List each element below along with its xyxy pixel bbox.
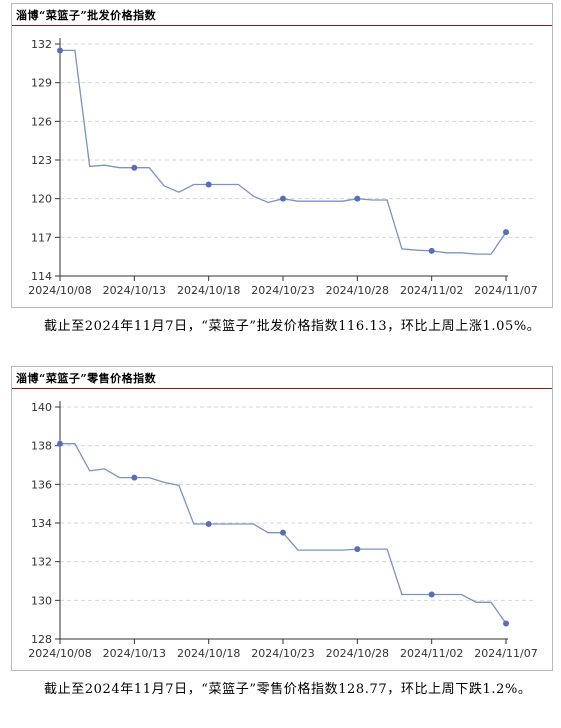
y-tick-label: 117 [31, 231, 52, 244]
retail-index-chart: 128 130 132 134 136 138 140 2024/10/08 2024/10/1… [28, 401, 538, 660]
x-tick-label: 2024/11/02 [400, 284, 463, 297]
data-point-marker [57, 47, 63, 54]
y-tick-label: 129 [31, 77, 52, 90]
title-divider [12, 25, 552, 26]
data-point-marker [131, 474, 138, 481]
data-point-marker [428, 591, 435, 598]
chart-title: 淄博“菜篮子”零售价格指数 [16, 372, 157, 385]
wholesale-caption: 截止至2024年11月7日，“菜篮子”批发价格指数116.13，环比上周上涨1.… [44, 319, 541, 334]
data-point-marker [57, 440, 63, 447]
x-tick-label: 2024/11/02 [400, 647, 463, 660]
y-tick-label: 140 [31, 401, 52, 414]
data-point-marker [354, 546, 361, 553]
data-point-marker [131, 164, 138, 171]
x-tick-label: 2024/10/28 [326, 647, 389, 660]
x-tick-label: 2024/10/18 [177, 647, 240, 660]
y-tick-label: 128 [31, 633, 52, 646]
y-tick-label: 123 [31, 154, 52, 167]
x-tick-label: 2024/10/13 [103, 284, 166, 297]
y-tick-label: 114 [31, 270, 52, 283]
retail-caption: 截止至2024年11月7日，“菜篮子”零售价格指数128.77，环比上周下跌1.… [44, 682, 532, 697]
x-tick-label: 2024/10/23 [251, 284, 314, 297]
data-point-marker [280, 529, 286, 536]
data-point-marker [428, 247, 435, 254]
y-tick-label: 126 [31, 115, 52, 128]
x-tick-label: 2024/10/13 [103, 647, 166, 660]
x-tick-label: 2024/10/08 [28, 647, 91, 660]
title-divider [12, 388, 552, 389]
y-tick-label: 132 [31, 38, 52, 51]
data-point-marker [205, 520, 212, 527]
x-tick-label: 2024/10/08 [28, 284, 91, 297]
y-tick-label: 130 [31, 594, 52, 607]
x-tick-label: 2024/11/07 [474, 284, 537, 297]
y-tick-label: 132 [31, 556, 52, 569]
wholesale-index-chart: 114 117 120 123 126 129 132 2024/10/08 2024/10/1… [28, 38, 538, 297]
y-tick-label: 134 [31, 517, 52, 530]
data-point-marker [205, 181, 212, 188]
data-point-marker [280, 195, 286, 202]
x-tick-label: 2024/11/07 [474, 647, 537, 660]
y-tick-label: 136 [31, 478, 52, 491]
retail-index-panel: 淄博“菜篮子”零售价格指数 128 130 132 134 136 138 140 2024/… [11, 366, 553, 671]
x-tick-label: 2024/10/23 [251, 647, 314, 660]
data-point-marker [354, 195, 361, 202]
x-tick-label: 2024/10/18 [177, 284, 240, 297]
y-tick-label: 138 [31, 440, 52, 453]
series-line [60, 49, 507, 255]
data-point-marker [503, 229, 509, 236]
chart-title: 淄博“菜篮子”批发价格指数 [16, 9, 157, 22]
wholesale-index-panel: 淄博“菜篮子”批发价格指数 114 117 120 123 126 129 132 2024/… [11, 3, 553, 308]
y-tick-label: 120 [31, 193, 52, 206]
x-tick-label: 2024/10/28 [326, 284, 389, 297]
data-point-marker [503, 620, 509, 627]
